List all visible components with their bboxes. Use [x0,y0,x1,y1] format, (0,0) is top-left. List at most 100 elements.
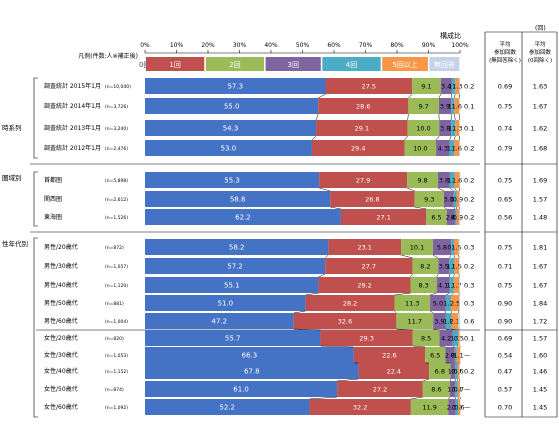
row-label: 男性/60歳代 [44,317,78,325]
avg-all-value: 0.65 [498,196,512,204]
bar-segment [429,363,451,379]
bar-value-label: 3.4 [441,83,451,91]
connector-line [319,187,331,192]
bar-segment [453,191,457,207]
bar-segment [145,277,319,293]
bar-segment [325,258,413,274]
row-n-label: (n=5,898) [105,178,128,184]
no-answer-label: — [464,386,471,394]
x-tick-label: 90% [422,42,436,49]
bar-value-label: 1.5 [447,145,457,153]
bar-segment [451,295,460,311]
bar-segment [145,98,319,114]
bar-segment [145,330,321,346]
row-label: 女性/20歳代 [44,334,78,342]
connector-line [449,187,454,192]
unit-label: (回) [535,25,546,32]
row-label: 首都圏 [44,176,62,184]
legend-label-5: 5回以上 [392,60,417,69]
row-n-label: (n=1,526) [105,215,128,221]
avg-all-value: 0.54 [498,352,512,360]
row-n-label: (n=1,053) [105,353,128,359]
avg-all-value: 0.70 [498,404,512,412]
bar-value-label: 0.6 [454,404,464,412]
connector-line [311,135,317,141]
connector-line [448,396,451,400]
bar-value-label: 32.2 [353,404,367,412]
bar-value-label: 1.6 [452,103,462,111]
bar-value-label: 57.2 [227,263,243,271]
connector-line [451,328,459,331]
row-n-label: (n=3,240) [105,126,128,132]
connector-line [430,292,437,296]
bar-value-label: 1.9 [443,318,453,326]
stat-header-1: 平均参加回数(無回答除く) [489,40,521,64]
avg-nonzero-value: 1.84 [533,300,547,308]
connector-line [330,206,341,210]
connector-line [457,328,460,331]
bar-value-label: 0.9 [450,196,460,204]
connector-line [454,135,456,141]
bar-segment [330,191,415,207]
avg-all-value: 0.69 [498,83,512,91]
group-bracket [33,77,38,159]
bar-segment [451,78,456,94]
bar-segment [318,98,409,114]
row-n-label: (n=2,612) [105,197,128,203]
row-n-label: (n=1,092) [105,405,128,411]
connector-line [293,328,321,331]
bar-value-label: 0.9 [453,214,463,222]
group-label: 性年代別 [2,239,28,248]
row-n-label: (n=2,476) [105,146,128,152]
bar-segment [319,172,408,188]
x-tick-label: 10% [170,42,184,49]
connector-line [435,135,440,141]
bar-segment [410,277,437,293]
row-label: 女性/40歳代 [44,367,78,375]
bar-segment [455,399,459,415]
bar-segment [459,295,460,311]
bar-value-label: 2.5 [450,300,460,308]
stat-header-2: 平均参加回数(0回除く) [528,40,552,64]
bar-segment [404,140,437,156]
avg-all-value: 0.57 [498,386,512,394]
x-tick-label: 20% [201,42,215,49]
connector-line [456,345,459,348]
bar-value-label: 0.7 [454,386,464,394]
bar-value-label: 52.2 [219,404,235,412]
bar-segment [340,209,427,225]
bar-segment [457,381,460,397]
bar-segment [433,313,446,329]
legend-label-1: 1回 [169,61,180,69]
bar-segment [455,78,460,94]
bar-value-label: 1.2 [448,83,458,91]
x-tick-label: 100% [451,42,468,49]
bar-segment [443,191,454,207]
bar-segment [328,239,402,255]
bar-segment [439,120,452,136]
bar-segment [430,295,446,311]
bar-value-label: 58.2 [229,244,245,252]
bar-value-label: 4.3 [438,145,448,153]
bar-segment [145,258,326,274]
bar-segment [305,295,395,311]
bar-segment [145,347,354,363]
bar-segment [408,98,439,114]
bar-value-label: 29.4 [351,145,365,153]
avg-all-value: 0.75 [498,103,512,111]
bar-segment [145,78,326,94]
bar-segment [437,172,450,188]
avg-nonzero-value: 1.69 [533,177,547,185]
bar-value-label: 23.1 [357,244,371,252]
bar-value-label: 0.5 [454,335,464,343]
row-n-label: (n=3,726) [105,104,128,110]
connector-line [337,378,359,382]
avg-all-value: 0.56 [498,214,512,222]
bar-value-label: 55.3 [224,177,240,185]
no-answer-label: 0.2 [464,145,474,153]
group-label: 圏域別 [2,173,22,182]
bar-segment [459,363,460,379]
connector-line [320,345,354,348]
bar-value-label: 27.1 [376,214,390,222]
